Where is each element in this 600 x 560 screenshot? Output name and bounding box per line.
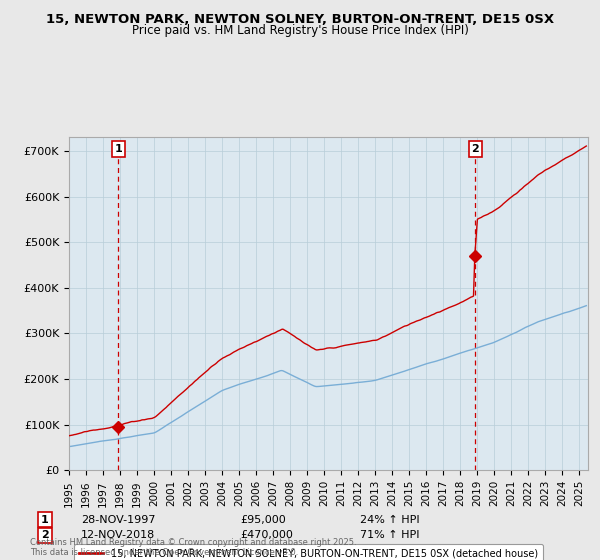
Text: 2: 2 <box>472 144 479 154</box>
Text: 12-NOV-2018: 12-NOV-2018 <box>81 530 155 540</box>
Text: 71% ↑ HPI: 71% ↑ HPI <box>360 530 419 540</box>
Text: £95,000: £95,000 <box>240 515 286 525</box>
Legend: 15, NEWTON PARK, NEWTON SOLNEY, BURTON-ON-TRENT, DE15 0SX (detached house), HPI:: 15, NEWTON PARK, NEWTON SOLNEY, BURTON-O… <box>74 544 543 560</box>
Text: 2: 2 <box>41 530 49 540</box>
Text: 1: 1 <box>115 144 122 154</box>
Text: 15, NEWTON PARK, NEWTON SOLNEY, BURTON-ON-TRENT, DE15 0SX: 15, NEWTON PARK, NEWTON SOLNEY, BURTON-O… <box>46 13 554 26</box>
Text: Price paid vs. HM Land Registry's House Price Index (HPI): Price paid vs. HM Land Registry's House … <box>131 24 469 37</box>
Text: 1: 1 <box>41 515 49 525</box>
Text: £470,000: £470,000 <box>240 530 293 540</box>
Text: Contains HM Land Registry data © Crown copyright and database right 2025.
This d: Contains HM Land Registry data © Crown c… <box>30 538 356 557</box>
Text: 28-NOV-1997: 28-NOV-1997 <box>81 515 155 525</box>
Text: 24% ↑ HPI: 24% ↑ HPI <box>360 515 419 525</box>
